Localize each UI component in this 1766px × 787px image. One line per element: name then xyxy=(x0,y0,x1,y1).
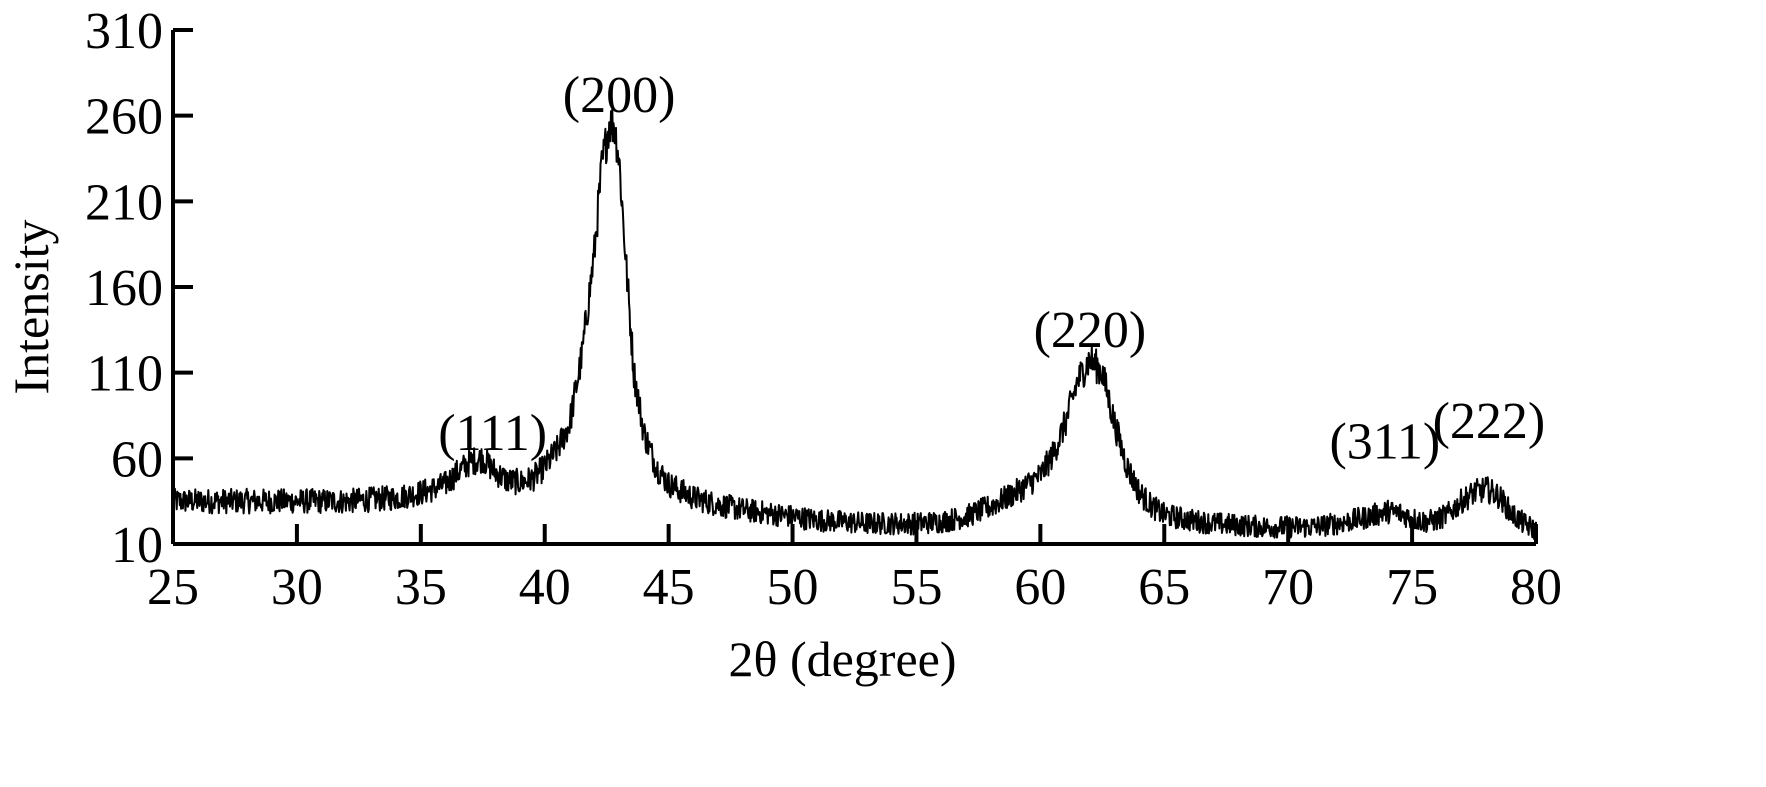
x-tick-label: 50 xyxy=(767,559,819,616)
y-tick-label: 10 xyxy=(111,517,163,574)
peak-label: (222) xyxy=(1433,393,1546,450)
y-axis-ticks: 10 60 110 160 210 260 310 xyxy=(85,3,193,574)
y-axis-title: Intensity xyxy=(3,220,59,395)
x-tick-label: 55 xyxy=(890,559,942,616)
x-tick-label: 60 xyxy=(1014,559,1066,616)
x-tick-label: 30 xyxy=(271,559,323,616)
y-tick-label: 260 xyxy=(85,89,163,146)
peak-label: (111) xyxy=(438,405,547,462)
x-tick-label: 25 xyxy=(147,559,199,616)
x-axis-title: 2θ (degree) xyxy=(729,631,957,687)
peak-label: (311) xyxy=(1329,413,1440,470)
peak-label: (200) xyxy=(563,67,676,124)
x-tick-label: 75 xyxy=(1386,559,1438,616)
xrd-series-line xyxy=(172,108,1537,540)
peak-label: (220) xyxy=(1034,302,1147,359)
y-tick-label: 110 xyxy=(87,346,163,403)
x-tick-label: 70 xyxy=(1262,559,1314,616)
x-tick-label: 35 xyxy=(395,559,447,616)
y-tick-label: 210 xyxy=(85,174,163,231)
y-tick-label: 60 xyxy=(111,431,163,488)
x-tick-label: 40 xyxy=(519,559,571,616)
x-axis-ticks: 25 30 35 40 45 50 55 60 65 70 75 80 xyxy=(147,524,1562,616)
peak-labels: (111) (200) (220) (311)(222) xyxy=(438,67,1545,470)
x-tick-label: 65 xyxy=(1138,559,1190,616)
x-tick-label: 45 xyxy=(643,559,695,616)
y-tick-label: 310 xyxy=(85,3,163,60)
x-tick-label: 80 xyxy=(1510,559,1562,616)
plot-data-layer xyxy=(172,108,1537,540)
y-tick-label: 160 xyxy=(85,260,163,317)
